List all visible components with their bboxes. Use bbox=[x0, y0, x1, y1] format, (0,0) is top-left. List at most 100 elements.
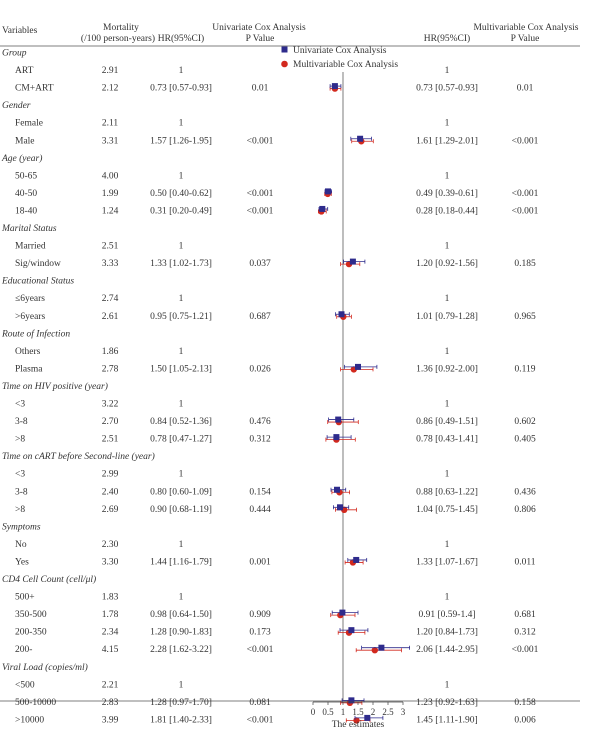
table-row: Married 2.51 1 1 bbox=[15, 242, 450, 252]
point-square bbox=[378, 644, 385, 651]
multi-p-value: 0.681 bbox=[514, 610, 536, 620]
header-uni-hr: HR(95%CI) bbox=[158, 33, 204, 44]
row-label: Plasma bbox=[15, 364, 43, 374]
legend-univariate-label: Univariate Cox Analysis bbox=[293, 46, 387, 56]
multi-hr-value: 1 bbox=[445, 593, 450, 603]
group-label: Group bbox=[2, 49, 27, 59]
multi-p-value: 0.158 bbox=[514, 698, 536, 708]
row-label: ART bbox=[15, 66, 34, 76]
row-label: No bbox=[15, 540, 27, 550]
uni-hr-value: 1 bbox=[179, 294, 184, 304]
header-multi-p: P Value bbox=[511, 34, 540, 44]
legend-square-marker bbox=[281, 46, 288, 53]
mortality-value: 2.70 bbox=[102, 417, 119, 427]
uni-p-value: <0.001 bbox=[247, 715, 274, 725]
mortality-value: 2.91 bbox=[102, 66, 119, 76]
univariate-point bbox=[330, 486, 347, 493]
uni-hr-value: 0.73 [0.57-0.93] bbox=[150, 84, 212, 94]
mortality-value: 3.22 bbox=[102, 400, 119, 410]
row-label: 350-500 bbox=[15, 610, 47, 620]
header-mortality-line1: Mortality bbox=[103, 23, 139, 33]
x-tick-label: 1.5 bbox=[352, 707, 364, 717]
multi-p-value: 0.602 bbox=[514, 417, 536, 427]
group-label: Symptoms bbox=[2, 522, 41, 532]
univariate-point bbox=[324, 188, 333, 195]
row-label: Sig/window bbox=[15, 259, 61, 269]
x-tick-label: 0 bbox=[311, 707, 316, 717]
uni-p-value: 0.01 bbox=[252, 84, 269, 94]
uni-p-value: 0.026 bbox=[249, 364, 271, 374]
uni-hr-value: 0.78 [0.47-1.27] bbox=[150, 435, 212, 445]
row-label: 500+ bbox=[15, 593, 35, 603]
uni-hr-value: 1.50 [1.05-2.13] bbox=[150, 364, 212, 374]
table-row: 350-500 1.78 0.98 [0.64-1.50] 0.909 0.91 [0.… bbox=[15, 610, 536, 620]
uni-hr-value: 1.28 [0.97-1.70] bbox=[150, 698, 212, 708]
uni-hr-value: 0.31 [0.20-0.49] bbox=[150, 206, 212, 216]
multi-hr-value: 1.36 [0.92-2.00] bbox=[416, 364, 478, 374]
table-row: 500-10000 2.83 1.28 [0.97-1.70] 0.081 1.23 [… bbox=[15, 698, 536, 708]
table-row: 40-50 1.99 0.50 [0.40-0.62] <0.001 0.49 [0.3… bbox=[15, 189, 539, 199]
table-row: >8 2.69 0.90 [0.68-1.19] 0.444 1.04 [0.75-1.… bbox=[15, 505, 536, 515]
mortality-value: 2.78 bbox=[102, 364, 119, 374]
multi-hr-value: 2.06 [1.44-2.95] bbox=[416, 645, 478, 655]
table-row: 50-65 4.00 1 1 bbox=[15, 171, 450, 181]
uni-hr-value: 1.33 [1.02-1.73] bbox=[150, 259, 212, 269]
table-row: No 2.30 1 1 bbox=[15, 540, 450, 550]
table-row: <3 3.22 1 1 bbox=[15, 400, 450, 410]
row-label: ≤6years bbox=[15, 294, 45, 304]
mortality-value: 2.21 bbox=[102, 680, 119, 690]
multi-p-value: 0.436 bbox=[514, 487, 536, 497]
multi-p-value: 0.185 bbox=[514, 259, 536, 269]
multi-p-value: 0.312 bbox=[514, 628, 536, 638]
uni-hr-value: 2.28 [1.62-3.22] bbox=[150, 645, 212, 655]
row-label: 3-8 bbox=[15, 487, 28, 497]
univariate-point bbox=[339, 627, 369, 634]
uni-hr-value: 1.81 [1.40-2.33] bbox=[150, 715, 212, 725]
table-row: 500+ 1.83 1 1 bbox=[15, 593, 450, 603]
point-circle bbox=[371, 647, 378, 654]
multi-hr-value: 0.73 [0.57-0.93] bbox=[416, 84, 478, 94]
uni-p-value: <0.001 bbox=[247, 136, 274, 146]
uni-p-value: 0.154 bbox=[249, 487, 271, 497]
x-tick-label: 0.5 bbox=[322, 707, 334, 717]
uni-hr-value: 1 bbox=[179, 470, 184, 480]
x-tick-label: 2.5 bbox=[382, 707, 394, 717]
x-tick-label: 3 bbox=[401, 707, 406, 717]
uni-p-value: 0.001 bbox=[249, 557, 271, 567]
mortality-value: 1.24 bbox=[102, 206, 119, 216]
point-square bbox=[339, 609, 346, 616]
x-tick-label: 2 bbox=[371, 707, 376, 717]
row-label: 3-8 bbox=[15, 417, 28, 427]
multi-hr-value: 1.33 [1.07-1.67] bbox=[416, 557, 478, 567]
mortality-value: 2.61 bbox=[102, 312, 119, 322]
table-row: 18-40 1.24 0.31 [0.20-0.49] <0.001 0.28 [0.1… bbox=[15, 206, 539, 216]
x-axis-title: The estimates bbox=[332, 720, 385, 730]
point-square bbox=[355, 363, 361, 370]
univariate-point bbox=[361, 644, 411, 651]
uni-p-value: 0.476 bbox=[249, 417, 271, 427]
univariate-point bbox=[318, 205, 329, 212]
uni-hr-value: 1 bbox=[179, 171, 184, 181]
multi-p-value: 0.806 bbox=[514, 505, 536, 515]
uni-p-value: 0.687 bbox=[249, 312, 271, 322]
table-row: Sig/window 3.33 1.33 [1.02-1.73] 0.037 1.20 … bbox=[15, 259, 536, 269]
header-multi-hr: HR(95%CI) bbox=[424, 33, 470, 44]
univariate-point bbox=[332, 504, 350, 511]
row-label: >8 bbox=[15, 435, 25, 445]
multi-hr-value: 1.45 [1.11-1.90] bbox=[416, 715, 477, 725]
mortality-value: 3.31 bbox=[102, 136, 119, 146]
univariate-point bbox=[328, 416, 355, 423]
point-square bbox=[335, 416, 342, 423]
uni-hr-value: 1 bbox=[179, 119, 184, 129]
mortality-value: 2.34 bbox=[102, 628, 119, 638]
group-label: Viral Load (copies/ml) bbox=[2, 662, 88, 673]
uni-p-value: 0.312 bbox=[249, 435, 271, 445]
uni-p-value: <0.001 bbox=[247, 189, 274, 199]
multi-hr-value: 1 bbox=[445, 540, 450, 550]
table-row: ART 2.91 1 1 bbox=[15, 66, 450, 76]
point-square bbox=[325, 188, 331, 195]
row-label: >6years bbox=[15, 312, 45, 322]
row-label: Female bbox=[15, 119, 43, 129]
table-row: <500 2.21 1 1 bbox=[15, 680, 450, 690]
